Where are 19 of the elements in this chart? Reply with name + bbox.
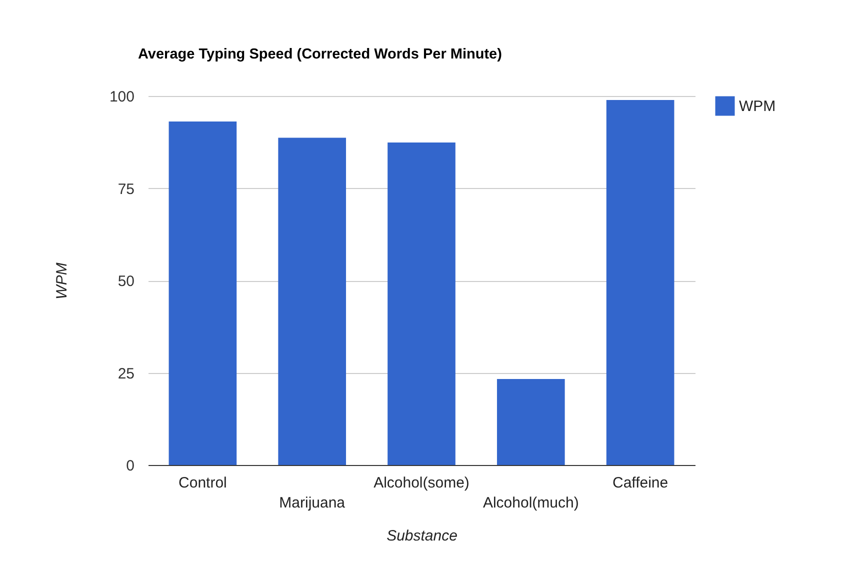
- y-tick-label: 50: [118, 273, 134, 290]
- y-tick-label: 25: [118, 365, 134, 382]
- bar: [278, 138, 346, 465]
- bar: [606, 100, 674, 465]
- x-tick-label: Marijuana: [279, 494, 346, 512]
- bar: [168, 121, 237, 465]
- x-tick-label: Alcohol(much): [482, 494, 579, 512]
- x-tick-label: Alcohol(some): [374, 474, 470, 492]
- x-tick-label: Caffeine: [612, 474, 668, 492]
- bar: [388, 142, 456, 465]
- x-axis-title: Substance: [386, 528, 458, 544]
- bar: [496, 379, 565, 465]
- chart-title: Average Typing Speed (Corrected Words Per Minute): [138, 46, 502, 62]
- legend-label: WPM: [739, 98, 776, 115]
- y-tick-label: 75: [118, 180, 134, 198]
- y-tick-label: 100: [109, 88, 134, 106]
- y-axis-title: WPM: [53, 262, 70, 300]
- x-tick-label: Control: [178, 474, 227, 492]
- y-tick-label: 0: [126, 458, 134, 474]
